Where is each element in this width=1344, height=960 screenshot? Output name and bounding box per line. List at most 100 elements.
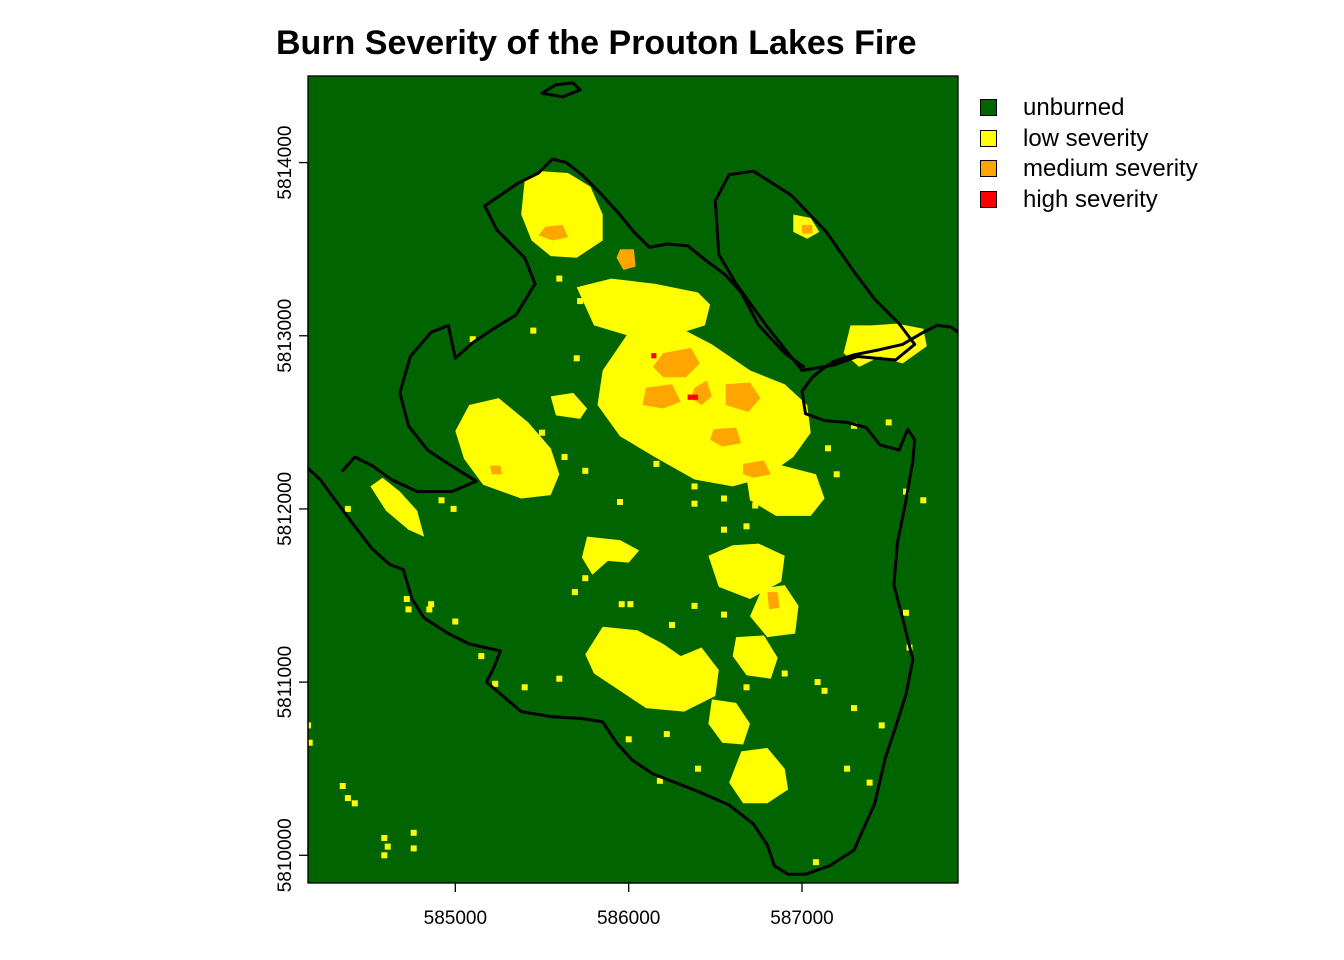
fire-perimeter-line-2 [713, 169, 917, 372]
low-severity-pixel-34 [752, 502, 759, 509]
low-severity-pixel-24 [878, 722, 885, 729]
y-tick-label-0: 5810000 [275, 818, 296, 892]
low-severity-pixel-9 [428, 601, 435, 608]
low-severity-patch-12 [732, 635, 778, 679]
low-severity-pixel-49 [721, 526, 727, 533]
low-severity-pixel-50 [743, 523, 750, 530]
legend-label-low-severity: low severity [1023, 124, 1149, 152]
low-severity-pixel-0 [339, 783, 346, 789]
low-severity-pixel-57 [630, 336, 637, 343]
low-severity-pixel-58 [469, 336, 476, 343]
map-background-unburned [308, 76, 958, 883]
low-severity-pixel-64 [760, 791, 767, 798]
low-severity-pixel-60 [556, 275, 563, 282]
low-severity-pixel-20 [781, 670, 788, 677]
low-severity-pixel-39 [561, 454, 568, 460]
low-severity-pixel-61 [577, 298, 584, 305]
low-severity-pixel-67 [812, 859, 819, 866]
low-severity-pixel-62 [669, 622, 675, 628]
low-severity-pixel-16 [663, 731, 670, 738]
burn-speck-layer [308, 275, 927, 866]
x-tick-label-0: 585000 [424, 908, 487, 929]
low-severity-pixel-17 [695, 765, 701, 772]
legend-label-high-severity: high severity [1023, 185, 1158, 213]
low-severity-pixel-29 [885, 419, 892, 426]
low-severity-pixel-42 [438, 497, 445, 504]
low-severity-pixel-3 [381, 835, 388, 841]
low-severity-pixel-63 [743, 684, 750, 691]
low-severity-patch-9 [585, 626, 719, 712]
y-tick-label-2: 5812000 [275, 472, 296, 546]
low-severity-pixel-37 [617, 499, 623, 505]
low-severity-pixel-7 [405, 606, 412, 613]
low-severity-patch-6 [581, 536, 640, 575]
low-severity-pixel-41 [450, 505, 457, 512]
low-severity-pixel-31 [825, 445, 831, 452]
low-severity-patch-15 [550, 392, 588, 419]
low-severity-pixel-43 [344, 505, 351, 512]
low-severity-pixel-28 [920, 497, 927, 504]
low-severity-pixel-65 [844, 765, 851, 772]
legend-label-medium-severity: medium severity [1023, 155, 1198, 183]
low-severity-pixel-70 [308, 739, 313, 746]
low-severity-pixel-2 [351, 800, 358, 807]
low-severity-pixel-13 [521, 684, 528, 691]
medium-severity-patch-17 [616, 249, 636, 270]
low-severity-pixel-35 [721, 495, 727, 502]
medium-severity-patch-25 [767, 592, 780, 610]
low-severity-pixel-38 [582, 467, 589, 474]
low-severity-patch-4 [455, 398, 560, 499]
low-severity-pixel-44 [571, 589, 578, 596]
legend-label-unburned: unburned [1023, 94, 1125, 121]
low-severity-pixel-8 [426, 606, 433, 613]
medium-severity-patch-26 [802, 224, 813, 234]
medium-severity-patch-16 [538, 224, 568, 241]
high-severity-patch-27 [651, 353, 657, 359]
low-severity-pixel-40 [539, 429, 545, 436]
low-severity-pixel-48 [691, 602, 698, 609]
legend-swatch-high-severity [980, 190, 997, 208]
low-severity-pixel-69 [308, 722, 311, 729]
low-severity-patch-11 [729, 747, 789, 804]
y-tick-label-4: 5814000 [275, 126, 296, 200]
fire-perimeter-line-1 [341, 157, 806, 494]
legend-swatch-medium-severity [980, 160, 997, 178]
low-severity-pixel-46 [618, 601, 625, 608]
y-tick-label-3: 5813000 [275, 299, 296, 373]
low-severity-pixel-71 [410, 845, 417, 852]
medium-severity-patch-23 [743, 460, 771, 478]
legend-swatch-unburned [980, 99, 997, 116]
low-severity-pixel-22 [821, 687, 828, 694]
y-tick-label-1: 5811000 [275, 646, 296, 719]
low-severity-pixel-14 [556, 675, 563, 682]
low-severity-pixel-12 [492, 680, 499, 687]
low-severity-patch-5 [370, 477, 425, 537]
legend-swatch-low-severity [980, 129, 997, 147]
low-severity-pixel-66 [866, 779, 873, 786]
medium-severity-patch-21 [725, 382, 761, 412]
low-severity-pixel-26 [903, 609, 909, 616]
low-severity-pixel-5 [381, 852, 388, 859]
medium-severity-patch-18 [652, 347, 700, 378]
burn-patch-layer [370, 171, 927, 804]
low-severity-pixel-54 [599, 312, 606, 318]
y-axis: 5810000 5811000 5812000 5813000 5814000 [275, 126, 309, 892]
low-severity-pixel-56 [584, 289, 591, 296]
fire-perimeter-layer [308, 81, 958, 876]
low-severity-pixel-52 [653, 460, 660, 467]
medium-severity-patch-24 [490, 465, 503, 475]
fire-perimeter-line-0 [308, 323, 958, 876]
low-severity-pixel-33 [807, 497, 814, 504]
low-severity-patch-2 [597, 323, 811, 487]
low-severity-patch-8 [750, 585, 799, 638]
low-severity-pixel-1 [344, 795, 351, 802]
low-severity-pixel-47 [627, 601, 634, 608]
low-severity-pixel-10 [452, 618, 459, 625]
low-severity-pixel-21 [814, 679, 821, 686]
low-severity-pixel-55 [617, 301, 623, 308]
low-severity-pixel-11 [478, 653, 485, 660]
low-severity-pixel-51 [691, 483, 698, 490]
page-title: Burn Severity of the Prouton Lakes Fire [276, 24, 917, 62]
low-severity-pixel-53 [573, 355, 580, 362]
